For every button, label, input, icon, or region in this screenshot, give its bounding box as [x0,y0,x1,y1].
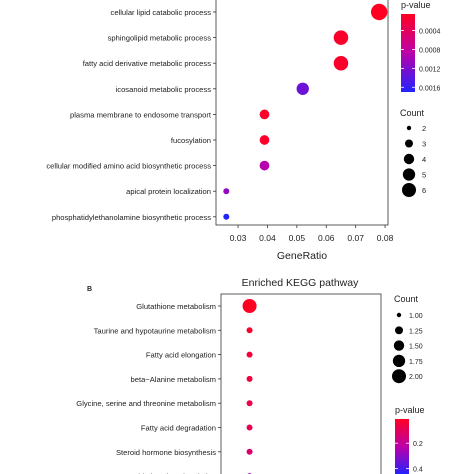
count-legend: Count 1.00 1.25 1.50 1.75 2.00 [392,294,423,384]
data-point [246,351,253,358]
colorbar-tick-label: 0.0004 [419,29,441,36]
pvalue-legend: p-value 0.2 0.4 [395,405,425,474]
size-legend-dot [396,312,402,318]
y-tick-label: beta−Alanine metabolism [131,375,216,384]
colorbar-tick-label: 0.4 [413,467,423,474]
x-axis-title: GeneRatio [277,250,327,262]
pvalue-legend: p-value 0.0004 0.0008 0.0012 0.0016 [401,0,441,92]
size-legend-label: 1.00 [409,313,423,320]
colorbar-tick-label: 0.0008 [419,47,441,54]
size-legend-label: 1.75 [409,359,423,366]
pvalue-colorbar [401,14,415,92]
y-tick-label: fatty acid derivative metabolic process [83,59,212,68]
size-legend-label: 5 [422,171,426,180]
data-point [246,327,253,334]
y-tick-label: Taurine and hypotaurine metabolism [94,326,216,335]
size-legend-label: 2.00 [409,374,423,381]
data-point [333,30,349,45]
x-tick-label: 0.07 [347,233,364,243]
data-point [333,55,349,71]
y-tick-label: Oxidative phosphorylation [129,472,216,474]
x-tick-label: 0.05 [289,233,306,243]
x-tick-label: 0.03 [230,233,247,243]
x-tick-label: 0.06 [318,233,335,243]
size-legend-label: 2 [422,124,426,133]
x-tick-label: 0.08 [377,233,394,243]
chart-title: Enriched KEGG pathway [242,277,359,289]
size-legend-dot [395,326,403,335]
y-tick-label: cellular modified amino acid biosyntheti… [46,162,211,171]
pvalue-colorbar [395,419,409,474]
size-legend-label: 4 [422,155,426,164]
data-point [242,299,257,313]
y-tick-label: Glycine, serine and threonine metabolism [76,399,216,408]
count-legend: Count 2 3 4 5 6 [400,108,426,197]
y-tick-label: Fatty acid elongation [146,351,216,360]
y-tick-label: Steroid hormone biosynthesis [116,448,216,457]
size-legend-dot [402,168,416,181]
pvalue-legend-title: p-value [401,0,431,10]
size-legend-dot [406,125,412,131]
size-legend-label: 3 [422,140,426,149]
data-point [246,424,253,431]
count-legend-title: Count [394,294,419,304]
size-legend-label: 1.25 [409,328,423,335]
count-legend-title: Count [400,108,425,118]
kegg-dotplot-panel: B Enriched KEGG pathway Glutathione meta… [76,277,425,474]
go-dotplot-panel: cellular lipid catabolic process sphingol… [46,0,441,262]
data-point [259,135,270,145]
data-point [259,109,270,120]
data-point [246,400,253,407]
size-legend-label: 1.50 [409,344,423,351]
y-tick-label: Glutathione metabolism [136,302,216,311]
y-tick-label: apical protein localization [126,187,211,196]
y-tick-label: sphingolipid metabolic process [108,34,212,43]
size-legend-dot [403,153,415,165]
colorbar-tick-label: 0.2 [413,441,423,448]
pvalue-legend-title: p-value [395,405,425,415]
colorbar-tick-label: 0.0016 [419,85,441,92]
size-legend-dot [402,183,416,197]
data-point [296,82,309,95]
size-legend-dot [393,340,405,351]
y-tick-label: plasma membrane to endosome transport [70,110,212,119]
size-legend-dot [405,139,413,148]
data-point [246,375,253,382]
size-legend-label: 6 [422,186,426,195]
size-legend-dot [392,354,406,368]
panel-label: B [87,286,92,293]
data-point [259,160,270,171]
size-legend-dot [392,369,406,384]
y-tick-label: cellular lipid catabolic process [111,8,212,17]
plot-frame [220,293,382,474]
y-tick-label: phosphatidylethanolamine biosynthetic pr… [52,213,211,222]
plot-frame [215,0,389,226]
data-point [246,448,253,455]
data-point [223,188,230,195]
x-tick-label: 0.04 [259,233,276,243]
data-point [223,213,230,220]
y-tick-label: icosanoid metabolic process [116,85,212,94]
y-tick-label: fucosylation [171,136,211,145]
y-tick-label: Fatty acid degradation [141,424,216,433]
data-point [370,3,388,21]
colorbar-tick-label: 0.0012 [419,66,441,73]
